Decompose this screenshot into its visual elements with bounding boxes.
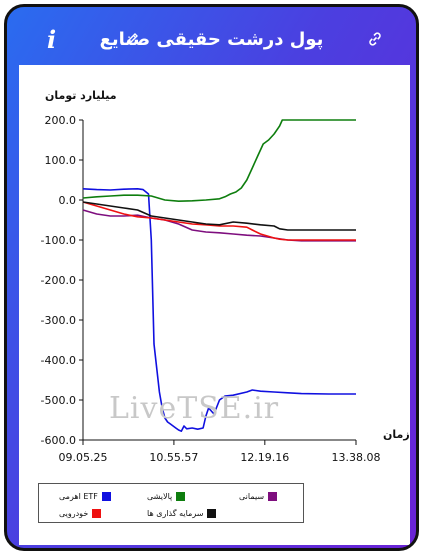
y-tick-label: -100.0 bbox=[41, 234, 76, 247]
y-tick-label: 200.0 bbox=[45, 114, 77, 127]
legend-item-cement: سیمانی bbox=[239, 492, 278, 501]
series-line-1 bbox=[82, 119, 356, 202]
line-chart: 200.0 100.0 0.0 -100.0 -200.0 -300.0 -400.0 -50… bbox=[41, 114, 381, 464]
y-tick-label: -400.0 bbox=[41, 354, 76, 367]
y-tick-label: -500.0 bbox=[41, 394, 76, 407]
legend-swatch bbox=[207, 509, 217, 518]
link-icon[interactable] bbox=[367, 31, 383, 51]
x-tick-label: 10.55.57 bbox=[149, 451, 198, 464]
y-tick-label: 100.0 bbox=[45, 154, 77, 167]
series-line-3 bbox=[82, 201, 356, 241]
legend-item-auto: خودرویی bbox=[59, 509, 102, 518]
legend-label: ETF اهرمی bbox=[59, 492, 98, 501]
series-line-0 bbox=[82, 188, 356, 433]
legend-item-refinery: پالایشی bbox=[147, 492, 186, 501]
legend-swatch bbox=[101, 492, 111, 501]
x-tick-label: 13.38.08 bbox=[332, 451, 381, 464]
watermark: LiveTSE.ir bbox=[109, 391, 280, 426]
chart-legend: ETF اهرمی پالایشی سیمانی خودرویی سرمایه … bbox=[38, 483, 304, 523]
legend-label: پالایشی bbox=[147, 492, 173, 501]
legend-item-etf: ETF اهرمی bbox=[59, 492, 111, 501]
series-line-4 bbox=[82, 201, 356, 231]
page-title: پول درشت حقیقی صنایع bbox=[99, 29, 324, 50]
legend-label: سیمانی bbox=[239, 492, 265, 501]
app-frame: i پول درشت حقیقی صنایع میلیارد تومان 200… bbox=[4, 4, 419, 551]
legend-swatch bbox=[268, 492, 278, 501]
y-tick-label: -300.0 bbox=[41, 314, 76, 327]
x-axis-label: زمان bbox=[383, 428, 410, 441]
legend-swatch bbox=[176, 492, 186, 501]
legend-item-investment: سرمایه گذاری ها bbox=[147, 509, 217, 518]
header: i پول درشت حقیقی صنایع bbox=[7, 7, 416, 65]
y-axis-label: میلیارد تومان bbox=[45, 89, 117, 102]
y-tick-label: -200.0 bbox=[41, 274, 76, 287]
legend-label: سرمایه گذاری ها bbox=[147, 509, 204, 518]
x-tick-label: 12.19.16 bbox=[240, 451, 289, 464]
y-tick-label: 0.0 bbox=[59, 194, 77, 207]
legend-swatch bbox=[92, 509, 102, 518]
x-tick-label: 09.05.25 bbox=[59, 451, 108, 464]
pencil-icon[interactable] bbox=[125, 31, 139, 50]
y-tick-label: -600.0 bbox=[41, 434, 76, 447]
chart-card: میلیارد تومان 200.0 100.0 0.0 -100.0 -200.0 -… bbox=[19, 65, 410, 545]
legend-label: خودرویی bbox=[59, 509, 89, 518]
info-icon[interactable]: i bbox=[47, 25, 57, 54]
